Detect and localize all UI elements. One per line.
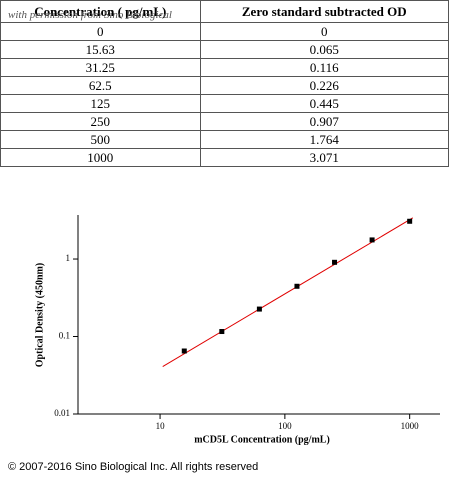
table-row: 1000 3.071 — [0, 148, 450, 167]
table-row: 62.5 0.226 — [0, 76, 450, 95]
data-table: Concentration ( pg/mL) Zero standard sub… — [0, 0, 450, 167]
x-tick-label: 10 — [156, 421, 166, 431]
fit-line — [162, 217, 414, 367]
x-tick-label: 1000 — [401, 421, 420, 431]
table-cell: 3.071 — [199, 148, 450, 167]
data-point — [332, 259, 338, 265]
data-point — [369, 237, 375, 243]
data-point — [407, 218, 413, 224]
watermark: with permission from Sino Biological — [8, 9, 172, 21]
x-axis-label: mCD5L Concentration (pg/mL) — [194, 434, 330, 445]
y-tick-label: 1 — [66, 253, 71, 263]
y-axis-label: Optical Density (450nm) — [34, 263, 45, 367]
data-point — [294, 283, 300, 289]
table-row: 250 0.907 — [0, 112, 450, 131]
table-cell: 62.5 — [0, 76, 201, 95]
data-point — [219, 329, 225, 335]
footer: © 2007-2016 Sino Biological Inc. All rig… — [8, 461, 259, 473]
data-point — [256, 306, 262, 312]
x-tick-label: 100 — [278, 421, 292, 431]
y-tick-label: 0.1 — [59, 331, 70, 341]
data-point — [181, 348, 187, 354]
y-tick-label: 0.01 — [54, 408, 70, 418]
